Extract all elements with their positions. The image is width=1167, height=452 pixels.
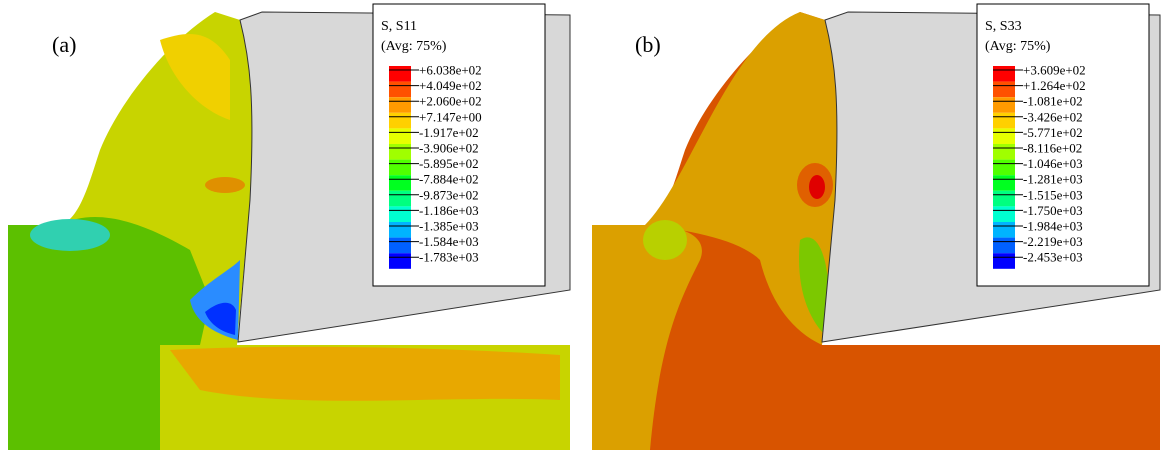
region xyxy=(643,220,687,260)
legend-swatch xyxy=(993,222,1015,238)
legend-level: -2.453e+03 xyxy=(1023,250,1083,265)
region xyxy=(809,175,825,199)
legend-swatch xyxy=(389,253,411,269)
legend-title: S, S11 xyxy=(381,19,417,34)
legend-level: -1.515e+03 xyxy=(1023,187,1083,202)
legend-level: +6.038e+02 xyxy=(419,63,482,78)
legend-level: -1.281e+03 xyxy=(1023,172,1083,187)
legend-level: -1.984e+03 xyxy=(1023,219,1083,234)
legend-level: -1.385e+03 xyxy=(419,219,479,234)
legend-swatch xyxy=(389,66,411,82)
legend-swatch xyxy=(389,97,411,113)
legend-level: -1.584e+03 xyxy=(419,234,479,249)
legend-swatch xyxy=(993,206,1015,222)
legend-level: -5.895e+02 xyxy=(419,156,479,171)
legend-swatch xyxy=(389,237,411,254)
legend-level: -3.426e+02 xyxy=(1023,109,1083,124)
legend-level: -1.750e+03 xyxy=(1023,203,1083,218)
legend-swatch xyxy=(389,159,411,176)
legend-level: -9.873e+02 xyxy=(419,187,479,202)
legend-level: -1.046e+03 xyxy=(1023,156,1083,171)
region xyxy=(170,346,560,401)
legend-swatch xyxy=(389,206,411,222)
legend-level: +4.049e+02 xyxy=(419,78,482,93)
region xyxy=(8,217,210,450)
legend-swatch xyxy=(993,81,1015,98)
legend-level: -2.219e+03 xyxy=(1023,234,1083,249)
panel-label: (a) xyxy=(52,32,76,57)
legend-swatch xyxy=(993,97,1015,113)
legend-swatch xyxy=(389,81,411,98)
legend-level: -3.906e+02 xyxy=(419,141,479,156)
legend-swatch xyxy=(993,253,1015,269)
legend-swatch xyxy=(993,128,1015,144)
legend-level: -1.186e+03 xyxy=(419,203,479,218)
legend-swatch xyxy=(993,112,1015,129)
region xyxy=(160,34,230,120)
legend-swatch xyxy=(993,144,1015,160)
legend-swatch xyxy=(389,112,411,129)
region xyxy=(799,237,828,335)
legend-level: +2.060e+02 xyxy=(419,94,482,109)
legend-swatch xyxy=(993,66,1015,82)
legend-swatch xyxy=(389,144,411,160)
legend-swatch xyxy=(993,237,1015,254)
region xyxy=(645,12,837,345)
legend-swatch xyxy=(389,128,411,144)
legend-swatch xyxy=(993,190,1015,207)
legend-swatch xyxy=(389,222,411,238)
panel-label: (b) xyxy=(635,32,661,57)
legend-swatch xyxy=(993,159,1015,176)
region xyxy=(205,302,236,335)
legend-level: +3.609e+02 xyxy=(1023,63,1086,78)
legend-swatch xyxy=(993,175,1015,191)
region xyxy=(592,225,702,450)
legend-swatch xyxy=(389,175,411,191)
legend-level: -5.771e+02 xyxy=(1023,125,1083,140)
legend-subtitle: (Avg: 75%) xyxy=(985,39,1051,54)
panel-b: (b) S, S33 (Avg: 75%) +3.609e+02+1.264e+02… xyxy=(592,3,1161,450)
legend-swatch xyxy=(389,190,411,207)
legend-level: -1.783e+03 xyxy=(419,250,479,265)
region xyxy=(30,219,110,251)
legend-subtitle: (Avg: 75%) xyxy=(381,39,447,54)
legend-level: -1.917e+02 xyxy=(419,125,479,140)
legend-level: +7.147e+00 xyxy=(419,109,482,124)
legend-level: -7.884e+02 xyxy=(419,172,479,187)
region xyxy=(205,177,245,193)
panel-a: (a) S, S11 (Avg: 75%) +6.038e+02+4.049e+02… xyxy=(8,3,571,450)
legend-level: -8.116e+02 xyxy=(1023,141,1082,156)
legend-title: S, S33 xyxy=(985,19,1022,34)
legend-level: -1.081e+02 xyxy=(1023,94,1083,109)
legend-level: +1.264e+02 xyxy=(1023,78,1086,93)
